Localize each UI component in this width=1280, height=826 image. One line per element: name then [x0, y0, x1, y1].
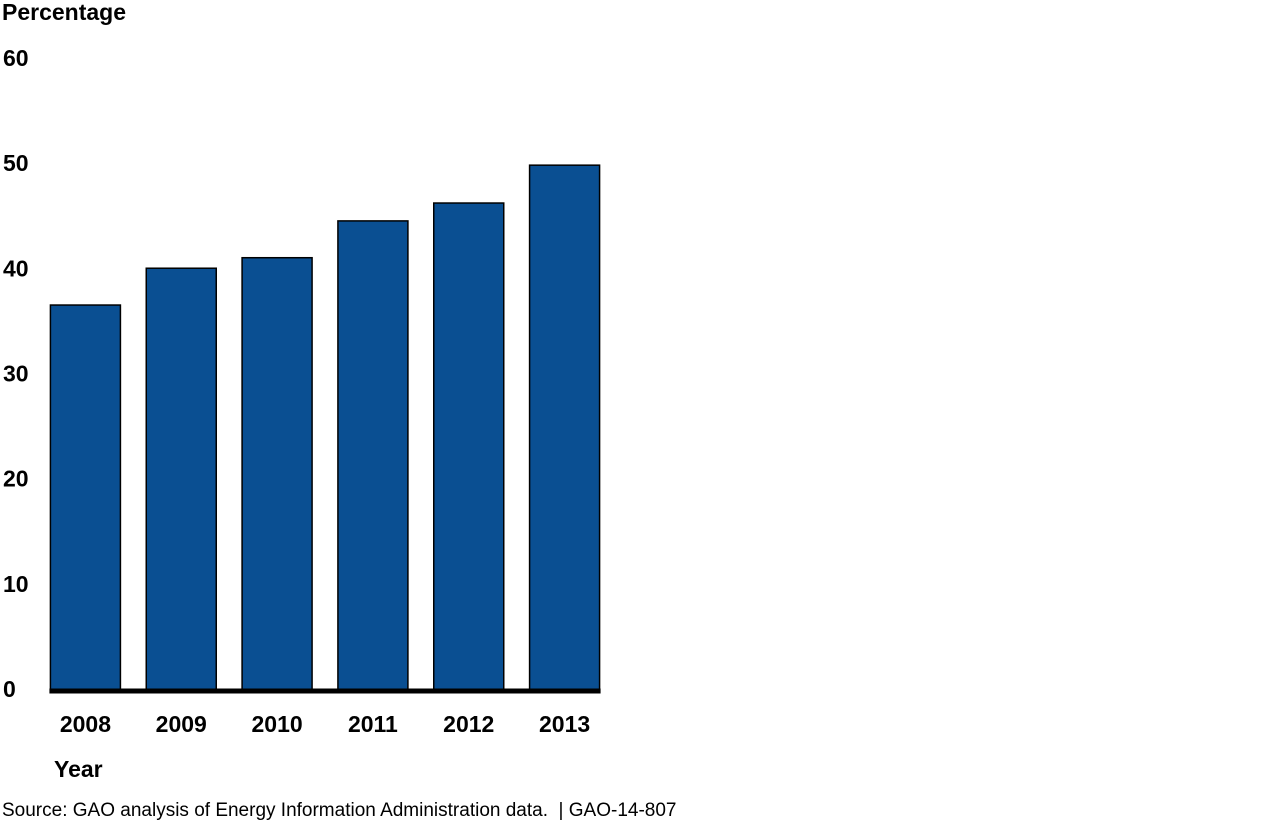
bar — [337, 220, 409, 692]
bar — [49, 304, 122, 692]
bar — [528, 164, 601, 692]
x-tick-label: 2013 — [539, 711, 590, 737]
y-tick-label: 40 — [3, 255, 29, 281]
x-tick-label: 2009 — [156, 711, 207, 737]
x-tick-label: 2011 — [348, 711, 398, 737]
y-tick-label: 30 — [3, 361, 29, 387]
y-tick-label: 50 — [3, 150, 29, 176]
y-axis-title: Percentage — [2, 0, 126, 25]
bar — [433, 202, 505, 692]
y-tick-label: 20 — [3, 466, 29, 492]
x-axis-title: Year — [54, 756, 103, 782]
y-tick-label: 60 — [3, 45, 29, 71]
bar — [241, 256, 313, 692]
y-tick-label: 10 — [3, 571, 29, 597]
y-tick-label: 0 — [3, 676, 16, 702]
x-tick-label: 2008 — [60, 711, 111, 737]
x-tick-label: 2010 — [251, 711, 302, 737]
x-tick-label: 2012 — [443, 711, 494, 737]
source-note: Source: GAO analysis of Energy Informati… — [2, 800, 676, 821]
bar — [145, 267, 217, 692]
